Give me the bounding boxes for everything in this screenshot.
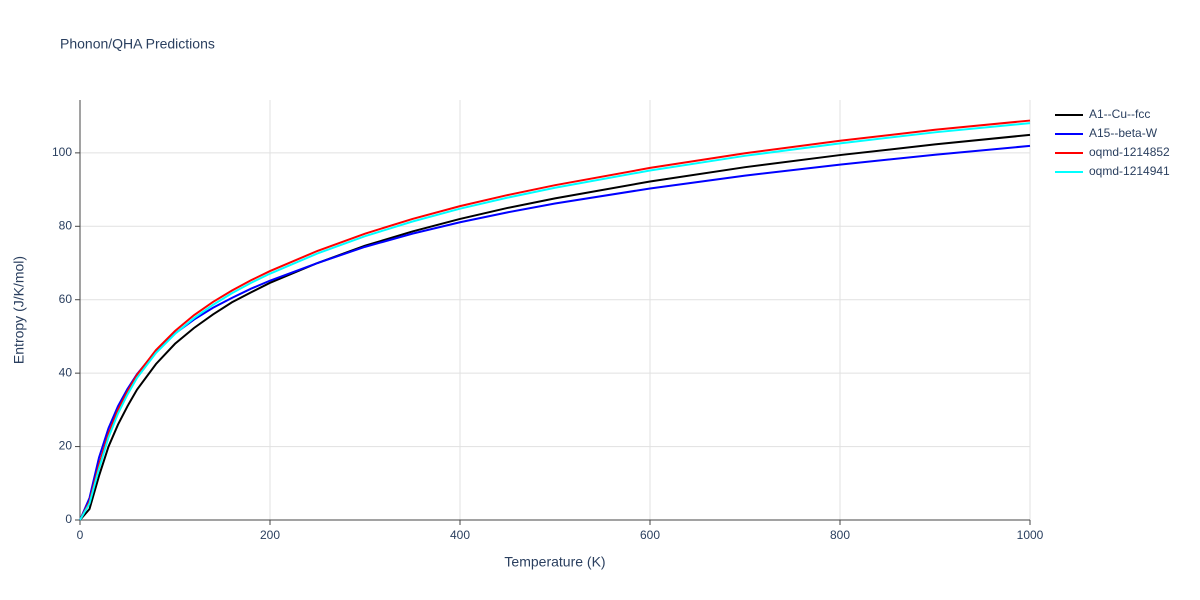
- y-tick-label: 60: [59, 292, 73, 306]
- y-tick-label: 0: [65, 512, 72, 526]
- y-tick-label: 20: [59, 439, 73, 453]
- series-line: [79, 122, 1031, 521]
- legend-label: oqmd-1214852: [1089, 145, 1170, 159]
- x-tick-label: 400: [450, 528, 470, 542]
- legend-label: A1--Cu--fcc: [1089, 107, 1150, 121]
- y-axis-title: Entropy (J/K/mol): [11, 256, 27, 364]
- x-tick-label: 600: [640, 528, 660, 542]
- y-tick-label: 80: [59, 218, 73, 232]
- x-tick-label: 1000: [1017, 528, 1044, 542]
- y-tick-label: 100: [52, 145, 72, 159]
- legend-label: oqmd-1214941: [1089, 164, 1170, 178]
- series-line: [79, 144, 1031, 521]
- series-line: [79, 119, 1031, 521]
- y-tick-label: 40: [59, 365, 73, 379]
- x-tick-label: 200: [260, 528, 280, 542]
- x-tick-label: 800: [830, 528, 850, 542]
- chart-title: Phonon/QHA Predictions: [60, 36, 215, 52]
- x-tick-label: 0: [77, 528, 84, 542]
- series-line: [79, 133, 1031, 521]
- legend-label: A15--beta-W: [1089, 126, 1158, 140]
- x-axis-title: Temperature (K): [504, 554, 605, 570]
